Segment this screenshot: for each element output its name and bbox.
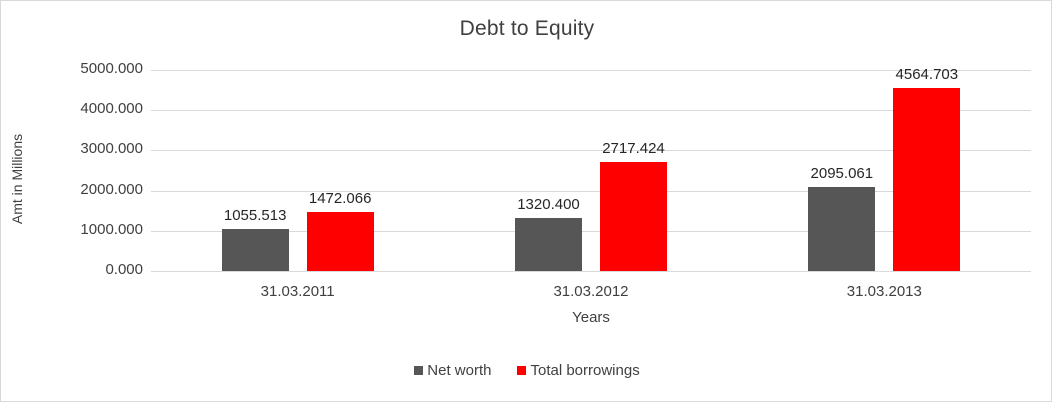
legend-swatch-icon <box>517 366 527 375</box>
y-axis-tick-label: 1000.000 <box>80 220 143 238</box>
gridline <box>151 110 1031 112</box>
plot-area: 1055.513 1472.066 1320.400 2717.424 2095.061… <box>151 66 1031 272</box>
gridline <box>151 271 1031 272</box>
y-axis-tick-label: 5000.000 <box>80 60 143 77</box>
bar-total-borrowings-31.03.2013[interactable] <box>893 87 961 271</box>
bar-data-label: 2095.061 <box>810 164 874 182</box>
bar-data-label: 1055.513 <box>223 206 287 224</box>
bar-net-worth-31.03.2013[interactable] <box>808 186 876 271</box>
bar-total-borrowings-31.03.2012[interactable] <box>600 161 667 271</box>
bar-data-label: 4564.703 <box>895 65 959 83</box>
x-axis-title: Years <box>572 309 610 326</box>
x-axis-category-label: 31.03.2011 <box>260 283 335 300</box>
chart-title: Debt to Equity <box>459 17 595 40</box>
bar-data-label: 1472.066 <box>308 189 372 207</box>
gridline <box>151 190 1031 192</box>
gridline <box>151 150 1031 152</box>
legend-swatch-icon <box>414 366 424 375</box>
legend-item-net-worth[interactable]: Net worth <box>414 362 491 379</box>
y-axis-tick-labels: 5000.000 4000.000 3000.000 2000.000 1000.000… <box>1 1 143 401</box>
legend-label: Total borrowings <box>530 362 640 379</box>
x-axis-category-label: 31.03.2012 <box>553 283 629 300</box>
x-axis-category-label: 31.03.2013 <box>846 283 922 300</box>
legend-item-total-borrowings[interactable]: Total borrowings <box>517 362 640 379</box>
bar-net-worth-31.03.2012[interactable] <box>515 217 582 271</box>
y-axis-tick-label: 4000.000 <box>80 100 143 118</box>
y-axis-tick-label: 0.000 <box>105 261 143 278</box>
bar-data-label: 1320.400 <box>517 195 580 213</box>
bar-total-borrowings-31.03.2011[interactable] <box>306 211 374 271</box>
legend-label: Net worth <box>427 362 492 379</box>
gridline <box>151 70 1031 71</box>
y-axis-tick-label: 3000.000 <box>80 140 143 158</box>
bar-net-worth-31.03.2011[interactable] <box>221 228 289 271</box>
bar-data-label: 2717.424 <box>602 139 665 157</box>
chart-legend: Net worth Total borrowings <box>1 362 1051 379</box>
gridline <box>151 230 1031 232</box>
y-axis-tick-label: 2000.000 <box>80 180 143 198</box>
